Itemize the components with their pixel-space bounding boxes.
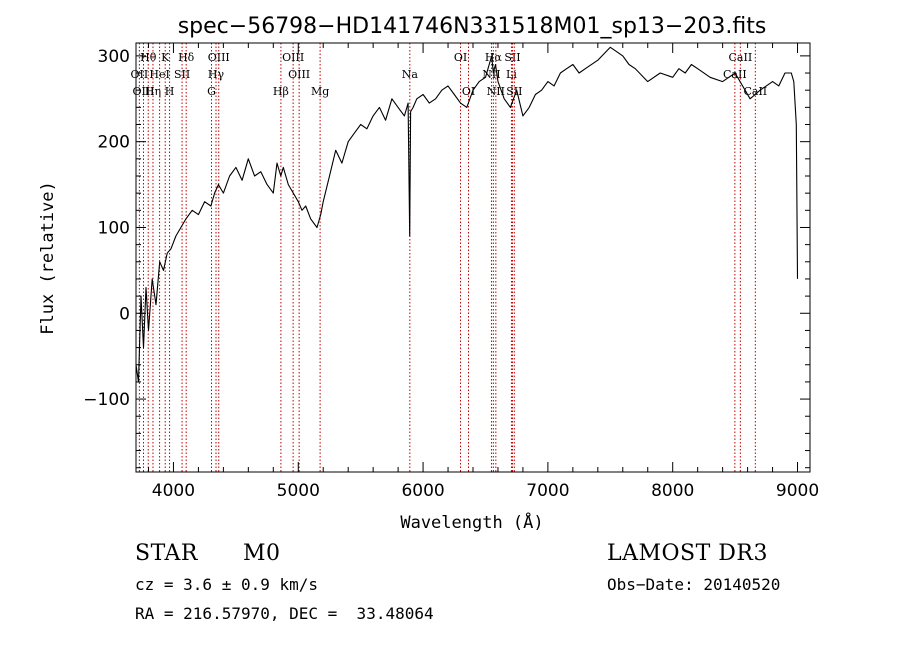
marker-label: CaII	[729, 51, 753, 64]
spectrum-line	[135, 46, 799, 383]
marker-label: CaII	[743, 85, 767, 98]
x-tick-label: 5000	[277, 481, 320, 501]
x-tick-label: 9000	[776, 481, 819, 501]
marker-label: G	[207, 85, 216, 98]
x-axis-label: Wavelength (Å)	[400, 511, 543, 533]
chart-title: spec−56798−HD141746N331518M01_sp13−203.f…	[178, 14, 767, 39]
marker-label: Na	[402, 68, 419, 81]
marker-label: Hδ	[178, 51, 195, 64]
marker-label: OIII	[132, 85, 154, 98]
marker-label: SII	[506, 85, 522, 98]
marker-label: Li	[506, 68, 517, 81]
y-tick-label: 100	[98, 218, 130, 238]
marker-label: SII	[174, 68, 190, 81]
x-tick-label: 8000	[651, 481, 694, 501]
x-tick-label: 7000	[526, 481, 569, 501]
marker-label: H	[165, 85, 175, 98]
marker-label: Hγ	[208, 68, 225, 81]
y-tick-label: 0	[119, 304, 130, 324]
marker-label: SII	[504, 51, 520, 64]
y-axis-label: Flux (relative)	[38, 181, 58, 335]
y-tick-label: −100	[83, 390, 130, 410]
coordinates: RA = 216.57970, DEC = 33.48064	[135, 604, 434, 623]
y-tick-label: 300	[98, 47, 130, 67]
marker-label: OI	[454, 51, 467, 64]
marker-label: Mg	[311, 85, 329, 98]
marker-label: OIII	[288, 68, 310, 81]
obs-date: Obs−Date: 20140520	[607, 575, 781, 594]
marker-label: K	[161, 51, 170, 64]
marker-label: HeI	[149, 68, 169, 81]
marker-label: OII	[131, 68, 149, 81]
survey-name: LAMOST DR3	[607, 541, 768, 566]
marker-label: OI	[462, 85, 475, 98]
x-tick-label: 6000	[401, 481, 444, 501]
marker-label: Hη	[145, 85, 161, 98]
object-class: STAR	[135, 541, 198, 566]
plot-frame	[135, 42, 811, 473]
axes: 4000 5000 6000 7000 8000 9000 −100 0 100 200 300	[83, 42, 819, 501]
redshift-text: cz = 3.6 ± 0.9 km/s	[135, 575, 319, 594]
marker-label: Hα	[485, 51, 503, 64]
y-tick-label: 200	[98, 133, 130, 153]
marker-label: OIII	[208, 51, 230, 64]
x-tick-label: 4000	[152, 481, 195, 501]
marker-label: NII	[487, 85, 505, 98]
marker-label: OIII	[282, 51, 304, 64]
marker-label: Hθ	[140, 51, 157, 64]
object-subclass: M0	[243, 541, 281, 566]
marker-label: Hβ	[273, 85, 289, 98]
